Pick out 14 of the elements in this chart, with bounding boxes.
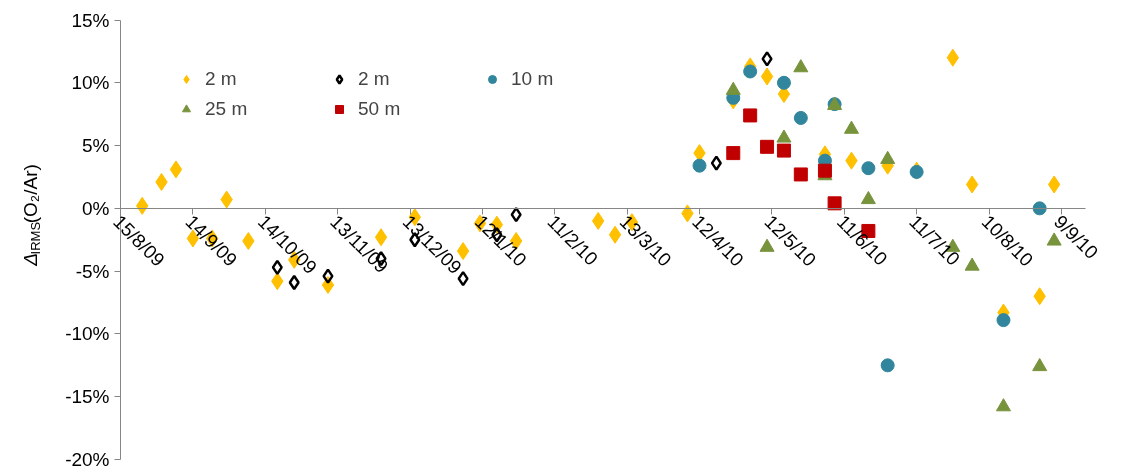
y-tick-label: -5% <box>75 260 110 282</box>
legend-label: 2 m <box>358 67 391 90</box>
legend-label: 10 m <box>511 67 555 90</box>
y-tick-label: 0% <box>82 197 110 219</box>
legend-label: 2 m <box>205 67 238 90</box>
y-tick-label: -20% <box>65 449 110 470</box>
y-tick-label: 15% <box>71 9 110 31</box>
legend-label: 50 m <box>358 97 402 120</box>
legend-label: 25 m <box>205 97 249 120</box>
y-tick-label: 5% <box>82 135 110 157</box>
y-axis-title: ΔIRMS(O₂/Ar) <box>20 164 43 267</box>
y-tick-label: -15% <box>65 386 110 408</box>
y-tick-label: -10% <box>65 323 110 345</box>
y-tick-label: 10% <box>71 72 110 94</box>
